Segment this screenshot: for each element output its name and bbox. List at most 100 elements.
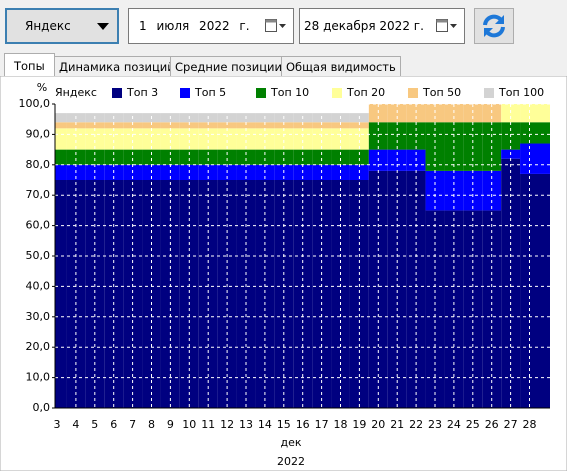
legend-label: Топ 10 (270, 86, 309, 99)
y-tick-label: 70,0 (26, 188, 51, 201)
bar-segment (293, 180, 313, 408)
x-tick-label: 14 (258, 418, 272, 431)
legend-label: Топ 50 (422, 86, 461, 99)
bar-segment (85, 180, 105, 408)
bar-segment (198, 122, 218, 129)
bar-segment (331, 180, 350, 408)
chart: % Яндекс дек 2022 0,010,020,030,040,050,… (0, 76, 567, 471)
legend-swatch (484, 88, 494, 98)
bar-segment (179, 128, 199, 150)
bar-segment (160, 122, 180, 129)
bar-segment (501, 158, 521, 408)
x-tick-label: 10 (182, 418, 196, 431)
bar-segment (104, 180, 124, 408)
y-tick-label: 30,0 (26, 310, 51, 323)
x-tick-label: 21 (390, 418, 404, 431)
x-tick-label: 5 (91, 418, 98, 431)
bar-segment (274, 149, 294, 165)
tab[interactable]: Топы (4, 53, 55, 76)
bar-segment (236, 122, 256, 129)
x-tick-label: 3 (54, 418, 61, 431)
bar-segment (85, 128, 105, 150)
bar-segment (312, 122, 332, 129)
date-to[interactable]: 28 декабря 2022 г. (299, 8, 465, 44)
bar-segment (312, 180, 332, 408)
y-tick-label: 40,0 (26, 279, 51, 292)
bar-segment (198, 180, 218, 408)
bar-segment (349, 149, 369, 165)
x-tick-label: 15 (277, 418, 291, 431)
x-tick-label: 26 (485, 418, 499, 431)
bar-segment (520, 122, 550, 144)
legend-label: Топ 5 (194, 86, 226, 99)
bar-segment (142, 180, 161, 408)
tab[interactable]: Динамика позиций (54, 56, 180, 76)
date-from[interactable]: 1 июля 2022 г. (128, 8, 294, 44)
bar-segment (274, 128, 294, 150)
bar-segment (198, 128, 218, 150)
legend-swatch (180, 88, 190, 98)
tab[interactable]: Средние позиции (170, 56, 287, 76)
y-tick-label: 50,0 (26, 249, 51, 262)
bar-segment (123, 128, 143, 150)
engine-dropdown[interactable]: Яндекс (5, 8, 119, 44)
bar-segment (331, 149, 350, 165)
bar-segment (85, 149, 105, 165)
bar-segment (520, 143, 550, 174)
bar-segment (387, 104, 407, 123)
bar-segment (349, 128, 369, 150)
x-tick-label: 28 (523, 418, 537, 431)
y-tick-label: 100,0 (19, 97, 51, 110)
bar-segment (312, 149, 332, 165)
bar-segment (520, 173, 550, 408)
bar-segment (482, 104, 502, 123)
bar-segment (142, 122, 161, 129)
bar-segment (66, 122, 86, 129)
bar-segment (179, 180, 199, 408)
bar-segment (368, 104, 388, 123)
x-tick-label: 16 (296, 418, 310, 431)
legend-swatch (332, 88, 342, 98)
bar-segment (123, 149, 143, 165)
legend-title: Яндекс (55, 86, 97, 99)
bar-segment (293, 149, 313, 165)
bar-segment (293, 128, 313, 150)
legend-label: Топ 3 (126, 86, 158, 99)
bar-segment (368, 170, 388, 408)
x-tick-label: 7 (129, 418, 136, 431)
bar-segment (312, 128, 332, 150)
y-tick-label: 0,0 (33, 401, 51, 414)
bar-segment (293, 122, 313, 129)
bar-segment (331, 128, 350, 150)
bar-segment (66, 180, 86, 408)
bar-segment (55, 180, 67, 408)
x-tick-label: 27 (504, 418, 518, 431)
x-tick-label: 19 (352, 418, 366, 431)
bar-segment (179, 122, 199, 129)
y-tick-label: 20,0 (26, 340, 51, 353)
x-axis-sublabel: 2022 (277, 455, 305, 468)
x-tick-label: 8 (148, 418, 155, 431)
bar-segment (387, 170, 407, 408)
dropdown-arrow (97, 23, 109, 30)
bar-segment (255, 122, 275, 129)
bar-segment (236, 149, 256, 165)
x-axis-label: дек (280, 436, 301, 449)
y-axis-label: % (37, 81, 47, 94)
legend-label: Топ 20 (346, 86, 385, 99)
bar-segment (66, 149, 86, 165)
x-tick-label: 22 (409, 418, 423, 431)
bar-segment (55, 164, 67, 180)
x-tick-label: 4 (72, 418, 79, 431)
tab[interactable]: Общая видимость (281, 56, 401, 76)
date-to-text: 28 декабря 2022 г. (304, 19, 424, 33)
refresh-button[interactable] (474, 8, 514, 44)
bar-segment (160, 149, 180, 165)
bar-segment (349, 122, 369, 129)
bar-segment (255, 128, 275, 150)
x-tick-label: 11 (201, 418, 215, 431)
bar-segment (217, 149, 237, 165)
x-tick-label: 6 (110, 418, 117, 431)
calendar-icon (436, 19, 457, 32)
